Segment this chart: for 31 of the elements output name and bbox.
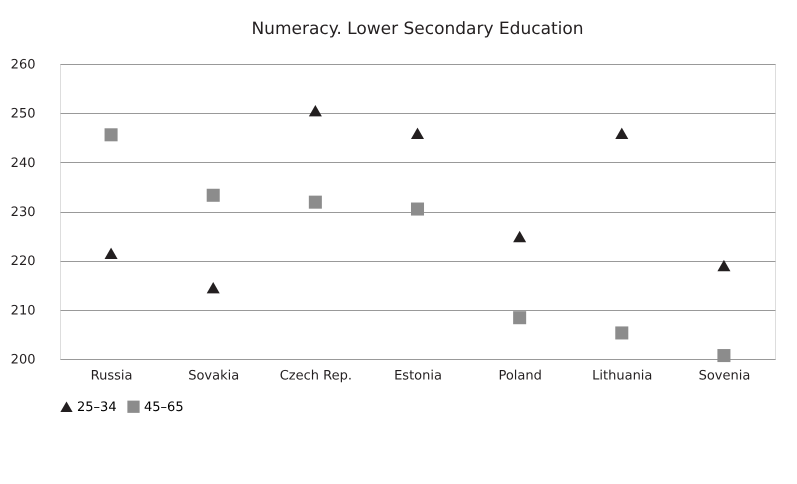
- x-tick-label: Estonia: [394, 368, 442, 384]
- y-tick-label: 240: [10, 156, 36, 171]
- point: [104, 128, 118, 142]
- y-tick-label: 220: [10, 254, 36, 270]
- point: [717, 349, 730, 362]
- point: [513, 311, 526, 324]
- x-tick-label: Sovenia: [698, 368, 750, 384]
- x-tick-label: Lithuania: [592, 368, 652, 384]
- y-tick-label: 260: [10, 58, 36, 72]
- point: [513, 230, 526, 242]
- point: [104, 248, 118, 259]
- x-tick-label: Russia: [90, 368, 132, 384]
- y-tick-label: 200: [10, 352, 36, 368]
- point: [206, 282, 220, 294]
- point: [206, 188, 220, 202]
- point: [410, 202, 424, 216]
- point: [308, 196, 322, 209]
- point: [615, 128, 628, 139]
- point: [717, 260, 730, 272]
- point: [615, 326, 628, 340]
- x-tick-label: Sovakia: [188, 368, 240, 384]
- legend-label: 45–65: [144, 400, 184, 415]
- chart-title: Numeracy. Lower Secondary Education: [251, 19, 584, 39]
- y-tick-label: 250: [10, 106, 36, 122]
- point: [308, 105, 322, 116]
- x-tick-label: Czech Rep.: [280, 368, 352, 384]
- x-tick-label: Poland: [498, 368, 542, 384]
- y-tick-label: 230: [10, 205, 36, 220]
- legend-label: 25–34: [77, 400, 117, 415]
- y-tick-label: 210: [10, 303, 36, 318]
- point: [410, 128, 424, 139]
